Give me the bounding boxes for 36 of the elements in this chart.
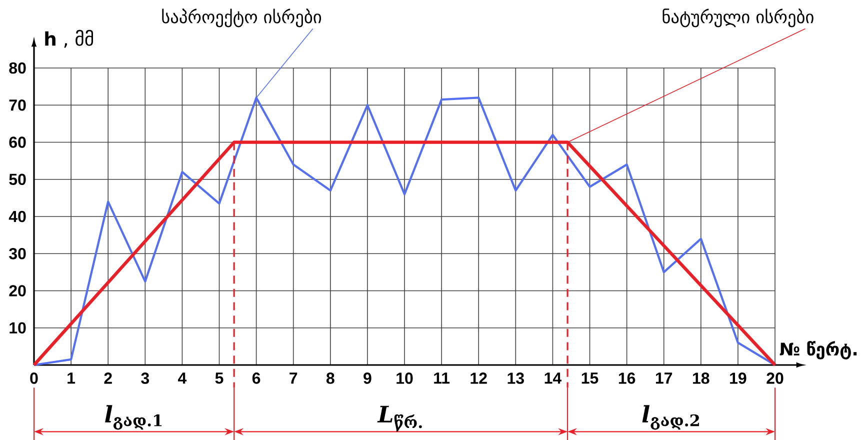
x-tick-label: 5 bbox=[215, 372, 224, 384]
y-tick-label: 40 bbox=[8, 210, 26, 222]
text: L$_{წრ.}$ bbox=[377, 406, 422, 432]
y-tick-label: 80 bbox=[9, 62, 26, 74]
x-tick-label: 13 bbox=[508, 372, 524, 384]
x-tick-label: 3 bbox=[141, 372, 150, 384]
y-tick-label: 60 bbox=[9, 136, 26, 148]
y-tick-label: 70 bbox=[9, 99, 26, 111]
x-tick-label: 9 bbox=[364, 372, 372, 384]
x-axis-title: № წერტ. bbox=[780, 340, 857, 360]
x-tick-label: 14 bbox=[544, 372, 562, 384]
x-tick-label: 4 bbox=[178, 372, 187, 384]
text: ნატურული ისრები bbox=[662, 8, 814, 28]
x-tick-label: 18 bbox=[693, 372, 710, 384]
y-tick-label: 20 bbox=[9, 285, 26, 296]
x-tick-label: 6 bbox=[252, 372, 260, 384]
x-tick-label: 8 bbox=[326, 372, 334, 384]
x-tick-label: 19 bbox=[730, 372, 746, 384]
x-tick-label: 12 bbox=[470, 372, 487, 384]
y-tick-label: 10 bbox=[10, 322, 26, 334]
x-tick-label: 1 bbox=[68, 372, 76, 384]
y-tick-label: 30 bbox=[9, 248, 26, 260]
x-tick-label: 11 bbox=[434, 372, 450, 384]
x-tick-label: 20 bbox=[766, 372, 784, 384]
x-tick-label: 7 bbox=[290, 372, 298, 384]
x-tick-label: 0 bbox=[30, 372, 38, 384]
x-tick-label: 16 bbox=[618, 372, 636, 384]
y-tick-label: 50 bbox=[9, 174, 26, 186]
x-tick-label: 15 bbox=[582, 372, 598, 384]
x-tick-label: 10 bbox=[396, 372, 413, 384]
y-axis-title: h , მმ bbox=[45, 30, 93, 48]
text: l$_{გად.2}$ bbox=[642, 405, 699, 430]
x-tick-label: 17 bbox=[656, 372, 672, 384]
text: საპროექტო ისრები bbox=[162, 8, 322, 28]
x-tick-label: 2 bbox=[104, 372, 112, 384]
text: l$_{გად.1}$ bbox=[105, 405, 162, 430]
